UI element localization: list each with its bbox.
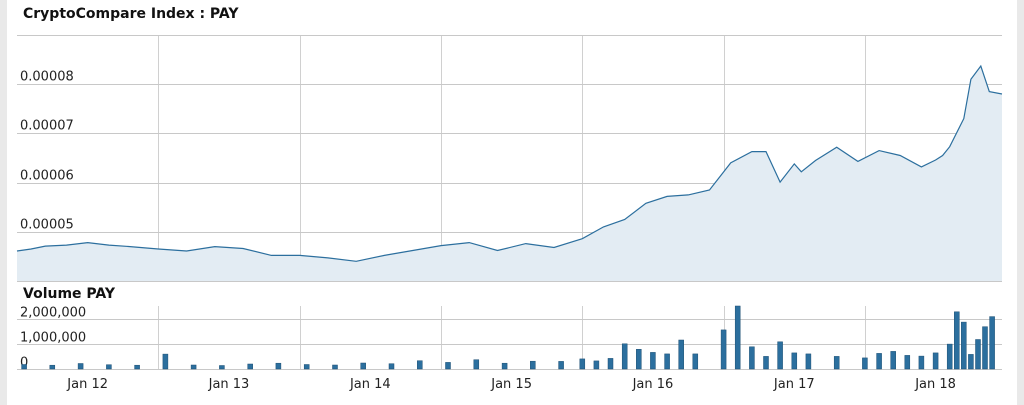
volume-bar xyxy=(975,339,981,370)
x-tick-label: Jan 16 xyxy=(632,377,674,392)
volume-bar xyxy=(134,364,140,370)
volume-bar xyxy=(692,353,699,370)
x-tick-label: Jan 13 xyxy=(208,377,250,392)
volume-bar xyxy=(190,364,197,370)
volume-bar xyxy=(162,353,169,370)
volume-bar xyxy=(989,316,995,370)
volume-bar xyxy=(21,364,27,370)
x-tick-label: Jan 14 xyxy=(349,377,391,392)
volume-bar xyxy=(607,358,614,370)
volume-bar xyxy=(954,311,960,370)
volume-bar xyxy=(636,349,642,370)
volume-bar xyxy=(77,363,84,370)
volume-bar xyxy=(904,355,911,370)
volume-bar xyxy=(558,361,564,370)
volume-bar xyxy=(791,352,798,370)
volume-bar xyxy=(49,364,56,370)
volume-bar xyxy=(982,326,988,370)
volume-bar xyxy=(388,363,395,370)
volume-y-tick-label: 2,000,000 xyxy=(20,306,86,321)
price-y-tick-label: 0.00007 xyxy=(20,119,74,134)
price-chart-title: CryptoCompare Index : PAY xyxy=(23,6,239,22)
volume-bar xyxy=(890,351,896,370)
volume-bar xyxy=(763,356,769,370)
volume-bar xyxy=(501,362,508,370)
price-y-tick-label: 0.00008 xyxy=(20,70,74,85)
volume-bar xyxy=(833,356,840,370)
volume-bar xyxy=(417,360,423,370)
volume-bar xyxy=(720,329,727,370)
volume-bar xyxy=(219,365,225,370)
volume-bar xyxy=(968,354,974,370)
volume-chart-title: Volume PAY xyxy=(23,286,116,302)
volume-bar xyxy=(106,364,112,370)
volume-bar xyxy=(946,343,953,370)
volume-bar xyxy=(678,339,684,370)
volume-bar xyxy=(247,363,253,370)
volume-bar xyxy=(961,321,967,370)
volume-y-tick-label: 1,000,000 xyxy=(20,331,86,346)
price-area xyxy=(17,66,1002,281)
volume-bar xyxy=(749,346,755,370)
x-tick-label: Jan 18 xyxy=(914,377,956,392)
volume-bar xyxy=(650,352,656,370)
volume-y-tick-label: 0 xyxy=(20,356,28,371)
volume-bar xyxy=(275,362,282,370)
volume-bar xyxy=(876,353,882,370)
volume-bar xyxy=(621,343,628,370)
volume-bar xyxy=(805,353,812,370)
price-y-tick-label: 0.00006 xyxy=(20,169,74,184)
price-y-tick-label: 0.00005 xyxy=(20,218,74,233)
volume-bar xyxy=(918,355,925,370)
volume-bar xyxy=(303,364,310,370)
volume-bar xyxy=(579,358,586,370)
volume-bar xyxy=(777,341,783,370)
price-line xyxy=(16,64,1003,262)
x-tick-label: Jan 17 xyxy=(773,377,815,392)
volume-bar xyxy=(932,352,939,370)
volume-bar xyxy=(445,362,451,370)
volume-bar xyxy=(734,305,741,370)
x-tick-label: Jan 12 xyxy=(66,377,108,392)
volume-bar xyxy=(473,359,480,370)
volume-bar xyxy=(530,360,536,370)
x-tick-label: Jan 15 xyxy=(490,377,532,392)
volume-bar xyxy=(593,360,600,370)
volume-bar xyxy=(360,362,366,370)
volume-bar xyxy=(332,364,338,370)
volume-bar xyxy=(862,357,868,370)
volume-bar xyxy=(664,353,670,370)
